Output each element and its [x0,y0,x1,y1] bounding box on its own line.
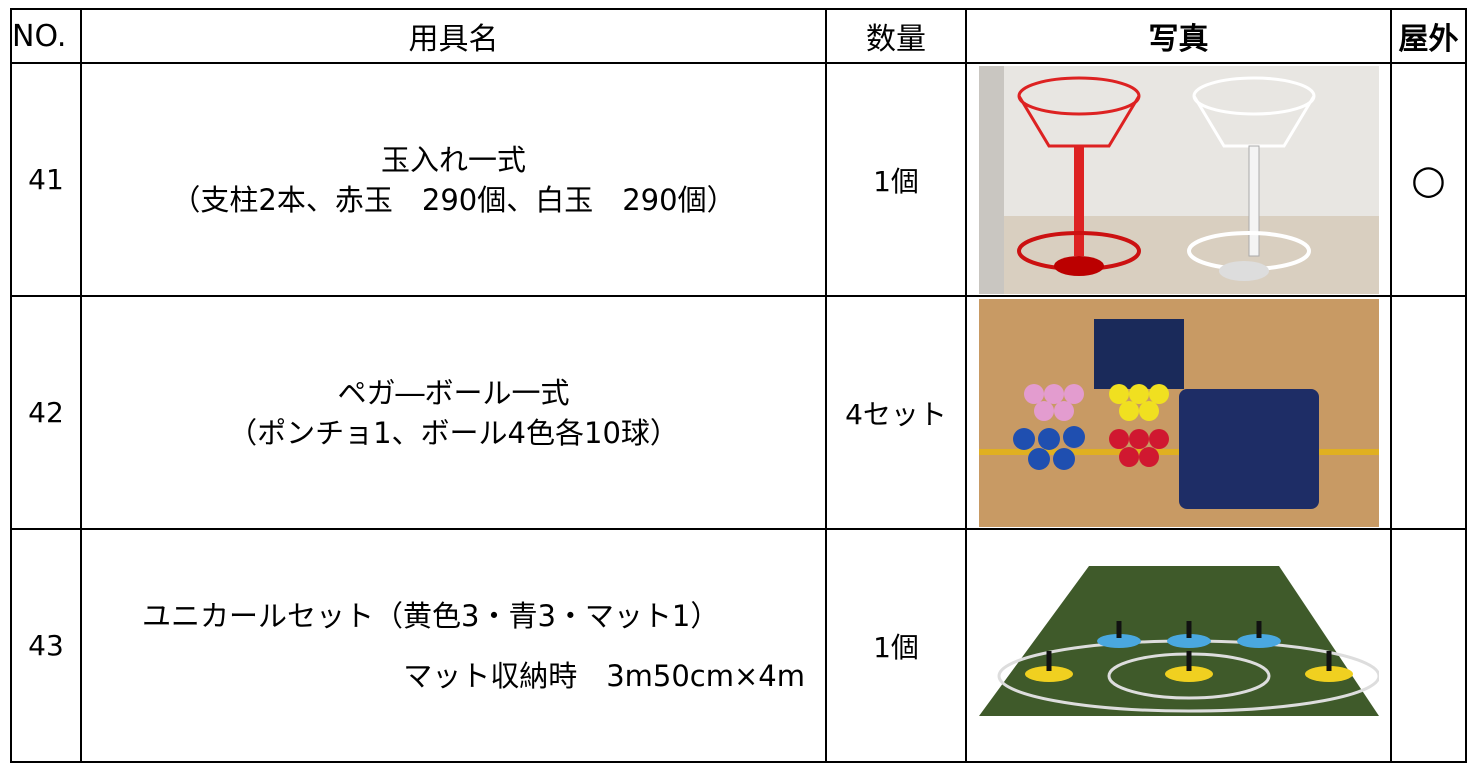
header-row: NO. 用具名 数量 写真 屋外 [10,8,1467,64]
quantity: 4セット [825,295,967,530]
no: 43 [10,528,82,763]
name-line: 玉入れ一式 [380,142,526,177]
photo [978,65,1379,294]
no: 41 [10,62,82,297]
header-cell: 屋外 [1390,8,1467,64]
outdoor [1390,528,1467,763]
no: 42 [10,295,82,530]
name-line: ユニカールセット（黄色3・青3・マット1） [142,598,720,633]
header-cell: 写真 [965,8,1392,64]
name-line: ペガ―ボール一式 [337,375,570,410]
header-cell: 用具名 [80,8,827,64]
photo [978,298,1379,527]
photo-cell [965,528,1392,763]
name: 玉入れ一式 （支柱2本、赤玉 290個、白玉 290個） [80,62,827,297]
row: 42 ペガ―ボール一式 （ポンチョ1、ボール4色各10球） 4セット [10,295,1467,530]
outdoor: ○ [1390,62,1467,297]
photo [978,545,1379,746]
header-cell: NO. [10,8,82,64]
photo-cell [965,62,1392,297]
name-line: （ポンチョ1、ボール4色各10球） [228,415,679,450]
row: 41 玉入れ一式 （支柱2本、赤玉 290個、白玉 290個） 1個 [10,62,1467,297]
quantity: 1個 [825,528,967,763]
equipment-table: NO. 用具名 数量 写真 屋外 41 玉入れ一式 （支柱2本、赤玉 290個、… [10,8,1467,763]
header-cell: 数量 [825,8,967,64]
photo-cell [965,295,1392,530]
name: ユニカールセット（黄色3・青3・マット1） マット収納時 3m50cm×4m [80,528,827,763]
name-line: マット収納時 3m50cm×4m [403,658,805,693]
row: 43 ユニカールセット（黄色3・青3・マット1） マット収納時 3m50cm×4… [10,528,1467,763]
quantity: 1個 [825,62,967,297]
name: ペガ―ボール一式 （ポンチョ1、ボール4色各10球） [80,295,827,530]
outdoor [1390,295,1467,530]
name-line: （支柱2本、赤玉 290個、白玉 290個） [171,182,736,217]
